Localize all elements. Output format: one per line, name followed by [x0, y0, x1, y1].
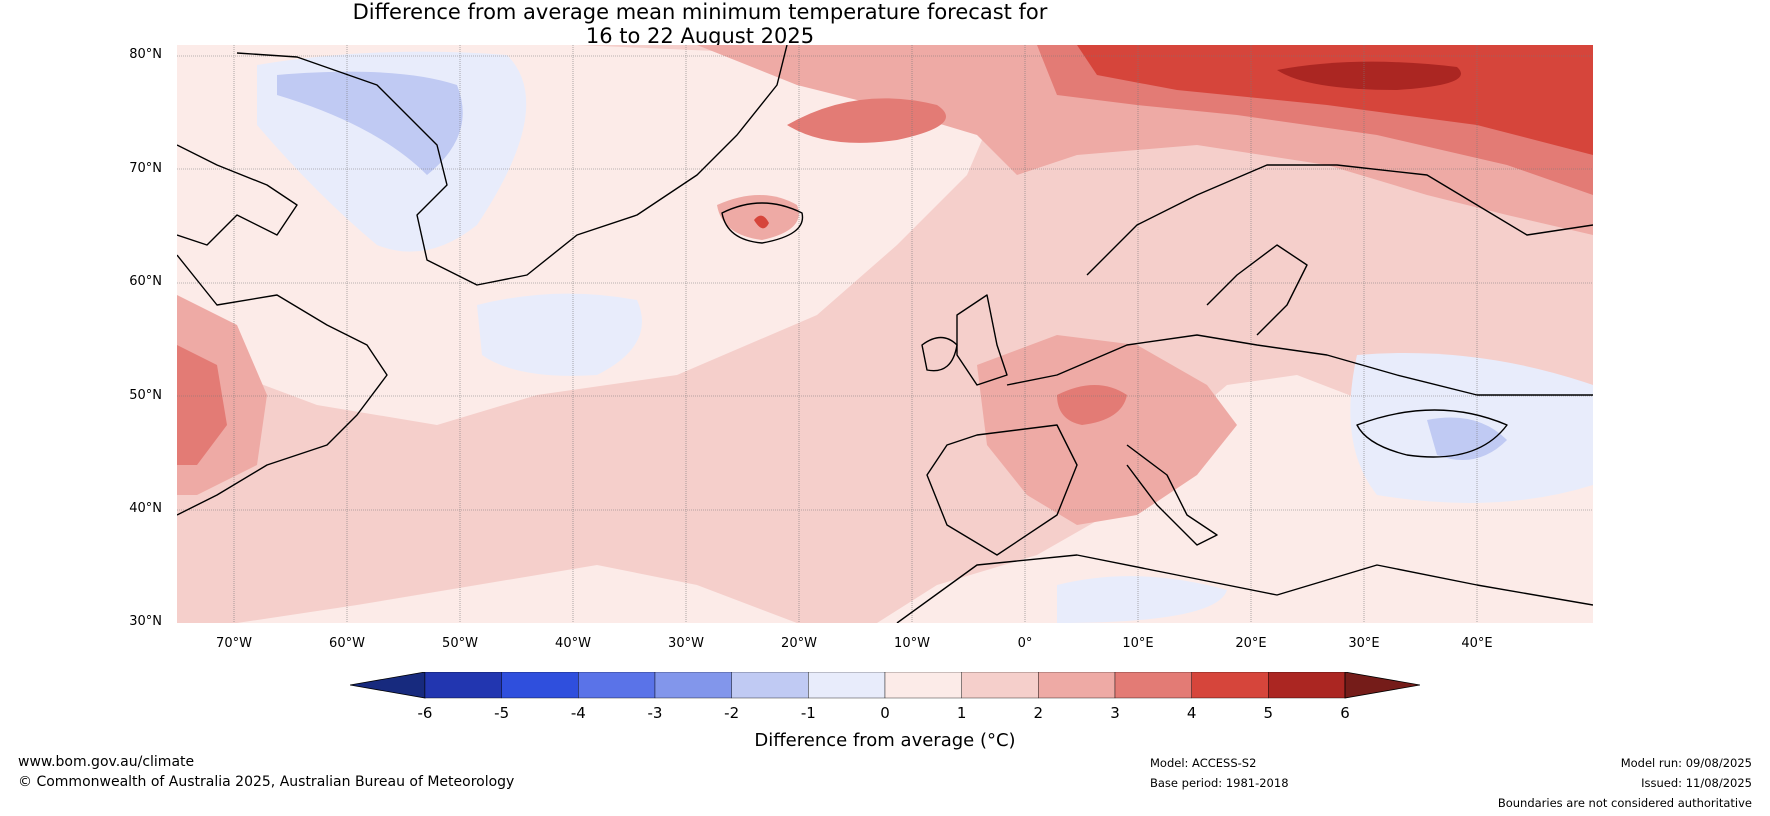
anomaly-5-6-barents [1277, 61, 1461, 90]
anomaly-1-2-region [177, 45, 1593, 623]
anomaly-neg-1-0-mid-atlantic [477, 293, 642, 376]
colorbar-svg [349, 671, 1421, 699]
colorbar-segment [1114, 671, 1192, 699]
coastline-iberia [926, 424, 1078, 556]
lon-label-60w: 60°W [329, 636, 365, 651]
coastline-italy [1126, 444, 1218, 546]
title-line-2: 16 to 22 August 2025 [585, 24, 815, 48]
coastline-iceland [721, 202, 804, 244]
coastline-ireland [921, 336, 958, 372]
lon-label-20w: 20°W [781, 636, 817, 651]
anomaly-neg-1-0-south [1057, 576, 1227, 623]
anomaly-neg-2-neg-1-black-sea [1427, 417, 1507, 460]
model-run-text: Model run: 09/08/2025 [1620, 756, 1752, 770]
lon-label-40e: 40°E [1461, 636, 1493, 651]
lat-label-40n: 40°N [129, 501, 162, 516]
coastline-greenland [236, 45, 788, 286]
graticule [177, 45, 1593, 623]
colorbar-tick-label: 2 [1033, 704, 1044, 722]
colorbar-segment [424, 671, 502, 699]
colorbar-tick-label: 4 [1186, 704, 1197, 722]
colorbar-extend-high [1344, 671, 1421, 699]
anomaly-3-4-greenland-sea [787, 98, 946, 143]
colorbar-tick-label: -4 [570, 704, 586, 722]
colorbar-segment [884, 671, 962, 699]
lon-label-10e: 10°E [1122, 636, 1154, 651]
lon-label-70w: 70°W [216, 636, 252, 651]
coastline-baffin-island [177, 144, 298, 246]
anomaly-2-3-western-europe [977, 335, 1237, 525]
colorbar-segment [1038, 671, 1116, 699]
colorbar-tick-label: -1 [800, 704, 816, 722]
colorbar-label: Difference from average (°C) [754, 730, 1016, 751]
lon-label-0: 0° [1017, 636, 1033, 651]
colorbar-tick-label: 0 [880, 704, 890, 722]
copyright-text: © Commonwealth of Australia 2025, Austra… [18, 774, 515, 790]
title-line-1: Difference from average mean minimum tem… [352, 0, 1048, 24]
coastline-scandinavia [1086, 164, 1593, 276]
lat-label-30n: 30°N [129, 614, 162, 629]
lon-label-40w: 40°W [555, 636, 591, 651]
model-text: Model: ACCESS-S2 [1150, 756, 1257, 770]
colorbar-tick-label: 3 [1110, 704, 1120, 722]
colorbar-segment [654, 671, 732, 699]
colorbar-segment [808, 671, 886, 699]
coastline-labrador [177, 254, 388, 516]
colorbar-tick-label: -5 [494, 704, 510, 722]
colorbar-segment [961, 671, 1039, 699]
lon-label-30w: 30°W [668, 636, 704, 651]
coastlines [177, 45, 1593, 623]
lon-label-30e: 30°E [1348, 636, 1380, 651]
lat-label-80n: 80°N [129, 47, 162, 62]
lat-label-60n: 60°N [129, 274, 162, 289]
anomaly-4-5-arctic [1077, 45, 1593, 155]
lat-label-50n: 50°N [129, 388, 162, 403]
colorbar [349, 671, 1421, 702]
anomaly-neg-2-neg-1-baffin [277, 71, 463, 175]
coastline-black-sea [1356, 409, 1508, 458]
anomaly-3-4-canada [177, 345, 227, 465]
base-period-text: Base period: 1981-2018 [1150, 776, 1289, 790]
colorbar-segment [578, 671, 656, 699]
colorbar-extend-low [349, 671, 426, 699]
coastline-uk [956, 294, 1008, 386]
lon-label-50w: 50°W [442, 636, 478, 651]
colorbar-tick-label: 5 [1263, 704, 1274, 722]
colorbar-segment [501, 671, 579, 699]
colorbar-tick-label: -6 [417, 704, 433, 722]
colorbar-tick-label: -3 [647, 704, 663, 722]
map-svg [177, 45, 1593, 623]
temperature-anomaly-map [177, 45, 1593, 623]
lon-label-20e: 20°E [1235, 636, 1267, 651]
coastline-western-europe [1006, 334, 1593, 396]
anomaly-3-4-france [1057, 385, 1127, 425]
colorbar-segment [731, 671, 809, 699]
colorbar-segment [1191, 671, 1269, 699]
anomaly-4-5-iceland-core [754, 215, 769, 229]
website-text: www.bom.gov.au/climate [18, 754, 195, 770]
colorbar-tick-label: -2 [724, 704, 740, 722]
issued-text: Issued: 11/08/2025 [1641, 776, 1752, 790]
map-title: Difference from average mean minimum tem… [0, 0, 1400, 48]
lat-label-70n: 70°N [129, 161, 162, 176]
disclaimer-text: Boundaries are not considered authoritat… [1497, 796, 1752, 810]
coastline-baltic [1206, 244, 1308, 336]
colorbar-tick-label: 1 [956, 704, 967, 722]
colorbar-segment [1268, 671, 1346, 699]
lon-label-10w: 10°W [894, 636, 930, 651]
coastline-mediterranean-south [896, 554, 1593, 623]
colorbar-tick-label: 6 [1340, 704, 1350, 722]
